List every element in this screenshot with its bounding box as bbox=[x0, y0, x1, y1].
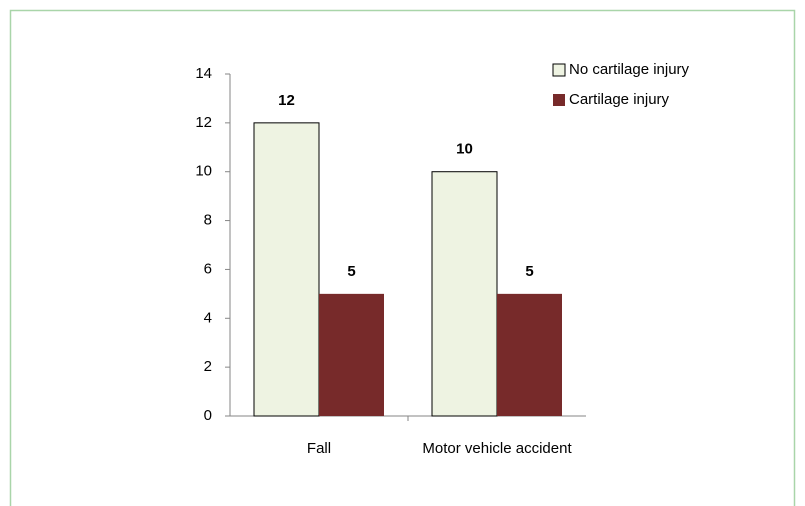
x-tick-label: Fall bbox=[307, 440, 331, 457]
legend-label: Cartilage injury bbox=[569, 91, 670, 108]
bar bbox=[497, 293, 562, 416]
legend-label: No cartilage injury bbox=[569, 61, 690, 78]
data-label: 5 bbox=[525, 263, 533, 280]
chart-frame bbox=[9, 9, 796, 506]
bar bbox=[431, 171, 498, 417]
y-tick-label: 0 bbox=[204, 407, 212, 424]
y-tick-label: 6 bbox=[204, 260, 212, 277]
y-tick-label: 10 bbox=[195, 163, 212, 180]
legend-swatch bbox=[553, 94, 565, 106]
bar bbox=[253, 122, 320, 417]
data-label: 12 bbox=[278, 92, 295, 109]
data-label: 5 bbox=[347, 263, 355, 280]
y-tick-label: 8 bbox=[204, 212, 212, 229]
bar bbox=[319, 293, 384, 416]
data-label: 10 bbox=[456, 141, 473, 158]
x-tick-label: Motor vehicle accident bbox=[422, 440, 572, 457]
legend-swatch bbox=[552, 63, 566, 77]
y-tick-label: 4 bbox=[204, 309, 212, 326]
y-tick-label: 2 bbox=[204, 358, 212, 375]
y-tick-label: 14 bbox=[195, 65, 212, 82]
y-tick-label: 12 bbox=[195, 114, 212, 131]
